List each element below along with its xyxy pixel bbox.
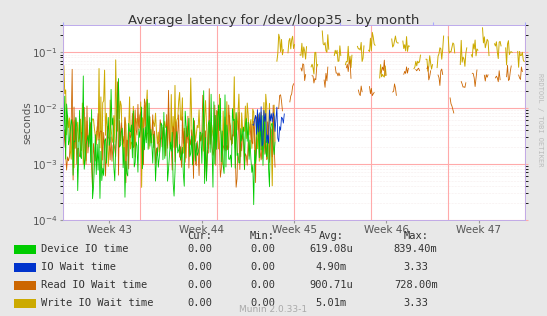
Text: 728.00m: 728.00m <box>394 280 438 290</box>
Text: Avg:: Avg: <box>318 231 344 241</box>
Text: Write IO Wait time: Write IO Wait time <box>41 298 154 308</box>
Text: 0.00: 0.00 <box>250 244 275 254</box>
Text: RRDTOOL / TOBI OETIKER: RRDTOOL / TOBI OETIKER <box>537 73 543 167</box>
Text: 4.90m: 4.90m <box>315 262 347 272</box>
Text: 0.00: 0.00 <box>250 298 275 308</box>
Text: 0.00: 0.00 <box>187 298 212 308</box>
Text: Average latency for /dev/loop35 - by month: Average latency for /dev/loop35 - by mon… <box>128 14 419 27</box>
Y-axis label: seconds: seconds <box>22 101 33 144</box>
Text: 0.00: 0.00 <box>187 244 212 254</box>
Text: 0.00: 0.00 <box>187 262 212 272</box>
Text: IO Wait time: IO Wait time <box>41 262 116 272</box>
Text: 0.00: 0.00 <box>250 280 275 290</box>
Text: 5.01m: 5.01m <box>315 298 347 308</box>
Text: Read IO Wait time: Read IO Wait time <box>41 280 147 290</box>
Text: 900.71u: 900.71u <box>309 280 353 290</box>
Text: Munin 2.0.33-1: Munin 2.0.33-1 <box>240 306 307 314</box>
Text: Cur:: Cur: <box>187 231 212 241</box>
Text: Min:: Min: <box>250 231 275 241</box>
Text: 3.33: 3.33 <box>403 298 428 308</box>
Text: 3.33: 3.33 <box>403 262 428 272</box>
Text: Device IO time: Device IO time <box>41 244 129 254</box>
Text: Max:: Max: <box>403 231 428 241</box>
Text: 0.00: 0.00 <box>187 280 212 290</box>
Text: 619.08u: 619.08u <box>309 244 353 254</box>
Text: 0.00: 0.00 <box>250 262 275 272</box>
Text: 839.40m: 839.40m <box>394 244 438 254</box>
